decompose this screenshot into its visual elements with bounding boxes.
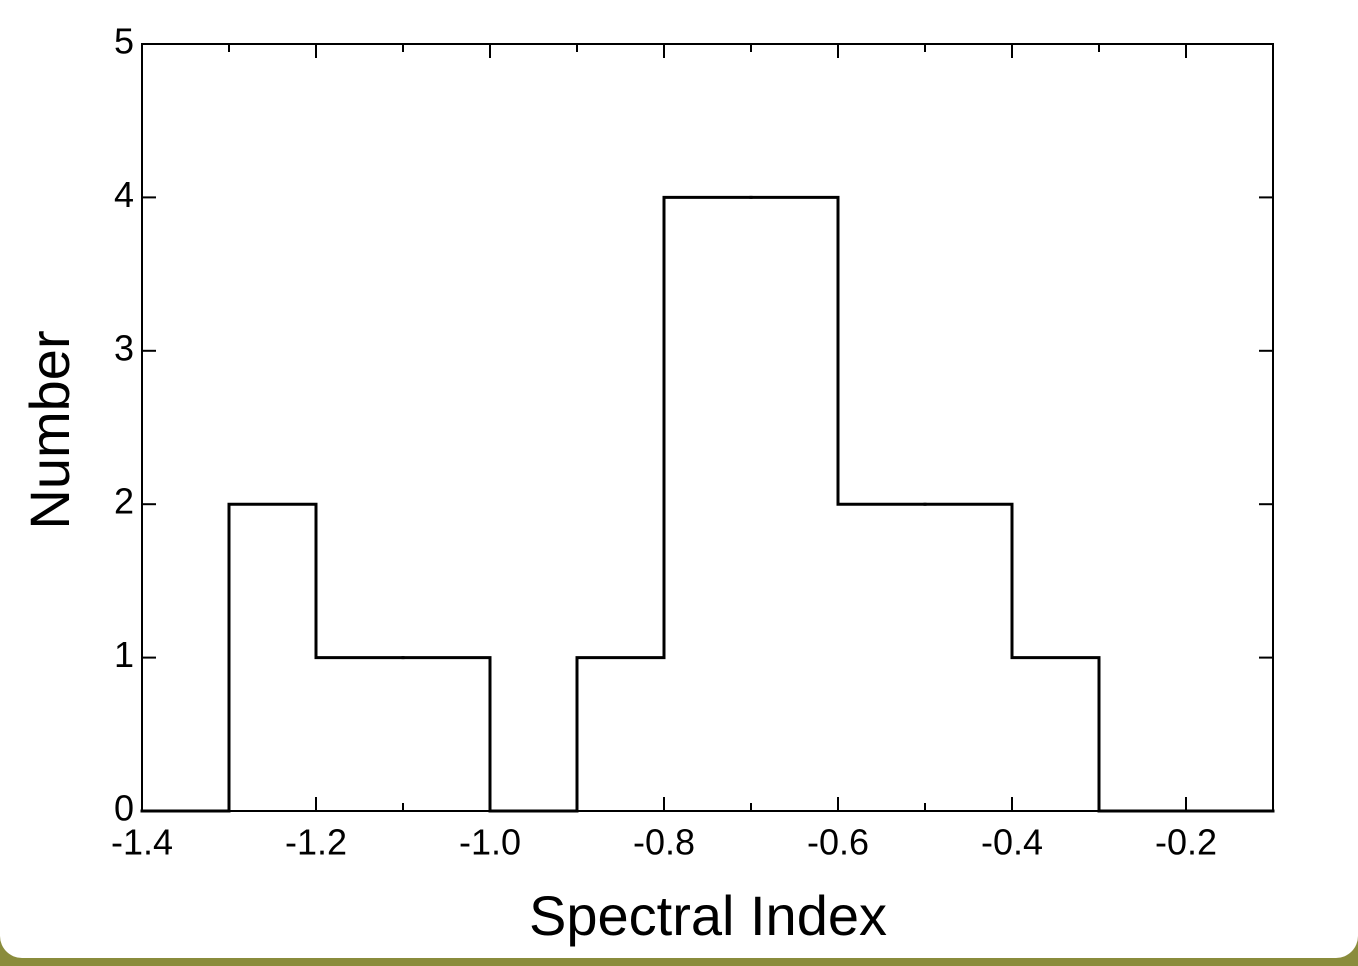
y-tick-label: 2	[114, 481, 134, 522]
x-tick-label: -1.4	[111, 822, 173, 863]
y-tick-label: 1	[114, 634, 134, 675]
y-tick-label: 5	[114, 21, 134, 62]
x-tick-label: -0.8	[633, 822, 695, 863]
y-tick-label: 0	[114, 788, 134, 829]
y-tick-label: 3	[114, 327, 134, 368]
x-tick-label: -0.6	[807, 822, 869, 863]
x-tick-label: -1.0	[459, 822, 521, 863]
x-axis-label: Spectral Index	[529, 884, 887, 947]
y-tick-label: 4	[114, 174, 134, 215]
x-tick-label: -0.4	[981, 822, 1043, 863]
plot-frame	[141, 43, 1274, 812]
y-axis-label: Number	[18, 330, 81, 529]
x-tick-label: -1.2	[285, 822, 347, 863]
x-tick-label: -0.2	[1155, 822, 1217, 863]
